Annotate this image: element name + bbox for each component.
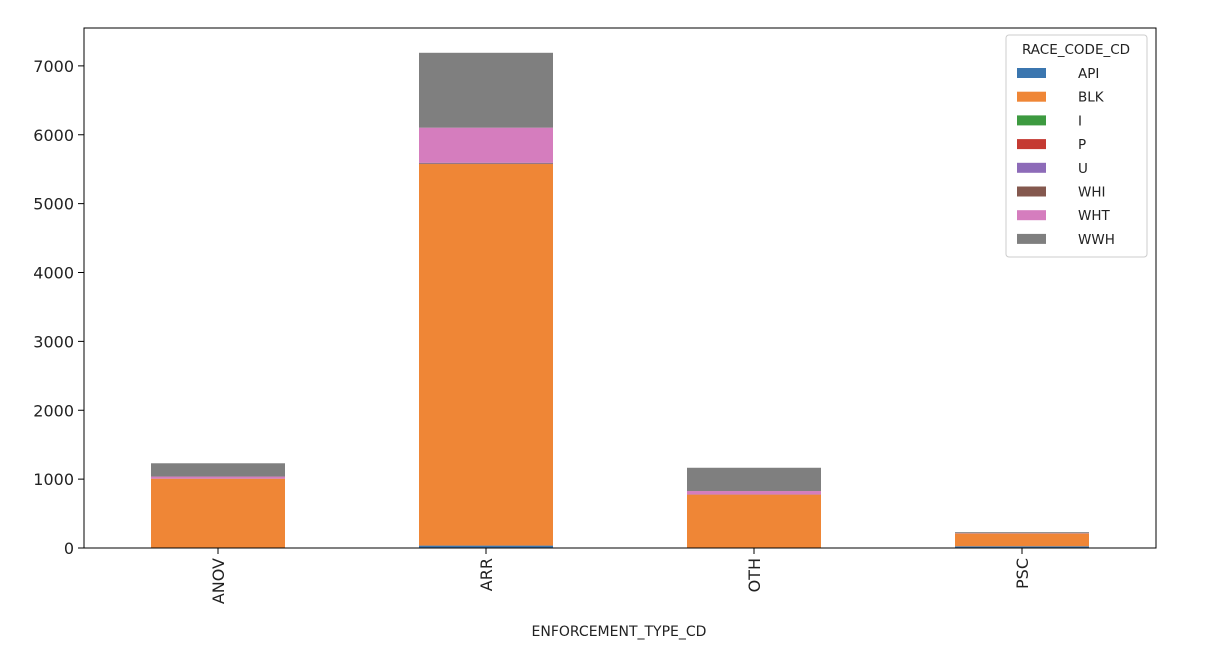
y-tick-label: 1000: [33, 470, 74, 489]
legend-swatch-i: [1017, 115, 1046, 126]
x-tick-label-anov: ANOV: [209, 558, 228, 604]
bar-oth-blk: [687, 494, 821, 548]
bar-arr-api: [419, 545, 553, 548]
legend-swatch-p: [1017, 139, 1046, 150]
bar-layer: [151, 52, 1089, 548]
legend-label-wht: WHT: [1078, 208, 1110, 224]
y-tick-label: 3000: [33, 332, 74, 351]
x-tick-label-psc: PSC: [1013, 558, 1032, 589]
legend-label-blk: BLK: [1078, 90, 1105, 106]
x-tick-label-oth: OTH: [745, 558, 764, 592]
x-tick-label-arr: ARR: [477, 558, 496, 591]
legend-label-whi: WHI: [1078, 185, 1105, 201]
y-tick-label: 6000: [33, 126, 74, 145]
x-axis: ANOV ARR OTH PSC: [209, 548, 1032, 604]
bar-arr-wwh: [419, 52, 553, 128]
legend-box: [1005, 34, 1148, 258]
legend-swatch-blk: [1017, 91, 1046, 102]
bar-arr-whi: [419, 162, 553, 164]
plot-frame: [83, 27, 1157, 549]
bar-psc-blk: [955, 533, 1089, 547]
bar-anov-wwh: [151, 463, 285, 477]
legend-label-wwh: WWH: [1078, 232, 1115, 248]
bar-oth-wht: [687, 491, 821, 495]
legend-swatch-u: [1017, 162, 1046, 173]
x-axis-title: ENFORCEMENT_TYPE_CD: [532, 624, 707, 640]
y-tick-label: 7000: [33, 57, 74, 76]
bar-arr-wht: [419, 127, 553, 163]
bar-arr-blk: [419, 164, 553, 546]
y-tick-label: 4000: [33, 264, 74, 283]
legend-label-p: P: [1078, 137, 1086, 153]
bar-oth-wwh: [687, 467, 821, 492]
legend-label-api: API: [1078, 66, 1099, 82]
legend: RACE_CODE_CD API BLK IPU WHI WHT WWH: [1005, 34, 1148, 258]
legend-title: RACE_CODE_CD: [1022, 42, 1130, 58]
y-axis: 0 1000 2000 3000 4000 5000 6000 7000: [33, 57, 84, 558]
legend-swatch-wht: [1017, 210, 1046, 221]
legend-swatch-api: [1017, 68, 1046, 78]
bar-anov-wht: [151, 476, 285, 479]
y-tick-label: 0: [64, 539, 74, 558]
bar-psc-wwh: [955, 532, 1089, 534]
bar-psc-api: [955, 546, 1089, 548]
legend-swatch-whi: [1017, 186, 1046, 197]
y-tick-label: 2000: [33, 401, 74, 420]
legend-swatch-wwh: [1017, 233, 1046, 244]
legend-label-i: I: [1078, 113, 1082, 129]
legend-label-u: U: [1078, 161, 1088, 177]
y-tick-label: 5000: [33, 195, 74, 214]
bar-anov-blk: [151, 478, 285, 548]
